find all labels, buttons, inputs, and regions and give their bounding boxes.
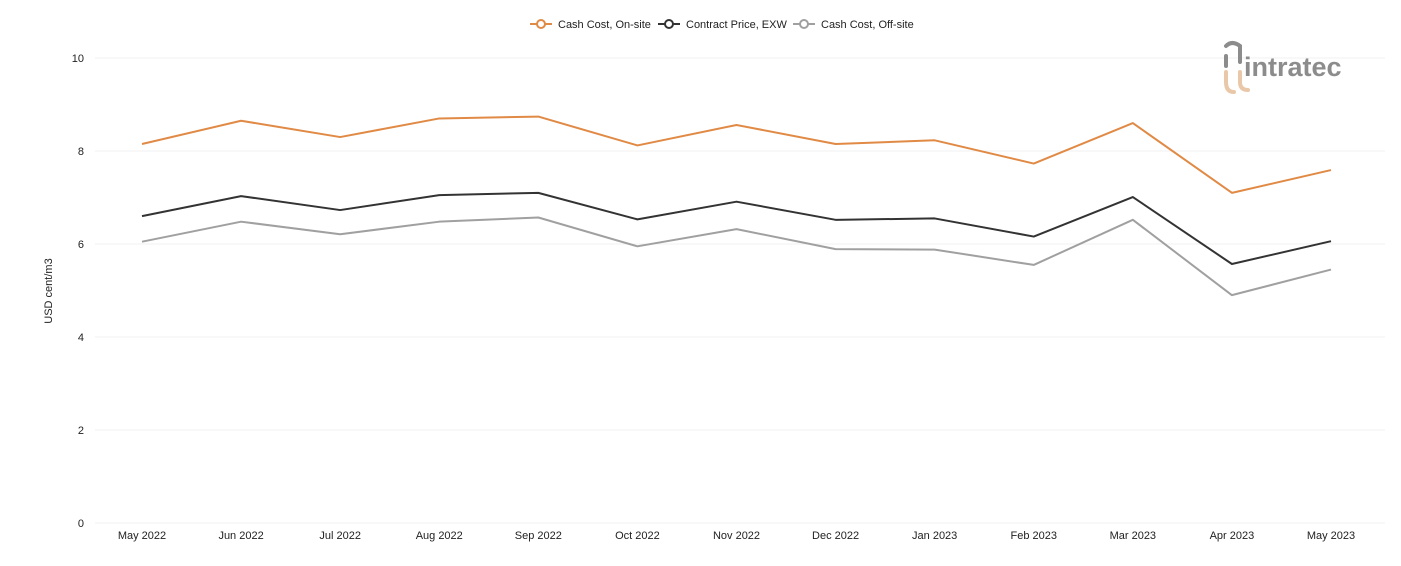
data-point[interactable] [932,215,938,221]
data-point[interactable] [436,192,442,198]
y-tick-label: 2 [78,425,84,437]
x-tick-label: Jul 2022 [319,530,361,542]
data-point[interactable] [238,219,244,225]
y-axis-label: USD cent/m3 [43,258,55,323]
data-point[interactable] [1328,167,1334,173]
x-tick-label: Nov 2022 [713,530,760,542]
data-point[interactable] [1130,120,1136,126]
data-point[interactable] [1031,161,1037,167]
data-point[interactable] [238,193,244,199]
data-point[interactable] [734,199,740,205]
x-tick-label: Aug 2022 [416,530,463,542]
axis-layer: 0 2 4 6 8 10 May 2022 Jun 2022 Jul 2022 Aug 2022 S… [72,53,1355,542]
intratec-logo: intratec [1224,41,1342,94]
grid-layer [95,57,1385,524]
series-line-2[interactable] [141,216,1332,297]
logo-mark-icon [1224,41,1250,94]
data-point[interactable] [1229,292,1235,298]
x-tick-label: Dec 2022 [812,530,859,542]
legend[interactable]: Cash Cost, On-site Contract Price, EXW Cas… [530,19,914,31]
y-tick-label: 10 [72,53,84,65]
series-line-0[interactable] [141,115,1332,194]
x-tick-label: Jun 2022 [218,530,263,542]
x-tick-label: Sep 2022 [515,530,562,542]
x-tick-label: Feb 2023 [1011,530,1057,542]
data-point[interactable] [337,207,343,213]
data-point[interactable] [535,114,541,120]
data-point[interactable] [1229,190,1235,196]
series-layer [139,114,1334,298]
series-line-1[interactable] [141,191,1332,265]
data-point[interactable] [1130,217,1136,223]
legend-label: Cash Cost, On-site [558,19,651,31]
data-point[interactable] [1031,234,1037,240]
data-point[interactable] [139,141,145,147]
y-tick-label: 0 [78,518,84,530]
data-point[interactable] [139,239,145,245]
y-tick-label: 8 [78,146,84,158]
y-tick-label: 4 [78,332,84,344]
legend-item-1[interactable]: Contract Price, EXW [658,19,787,31]
x-tick-label: Oct 2022 [615,530,660,542]
legend-marker-icon [664,19,674,29]
y-tick-label: 6 [78,239,84,251]
legend-label: Contract Price, EXW [686,19,787,31]
x-tick-label: Apr 2023 [1210,530,1255,542]
data-point[interactable] [634,243,640,249]
data-point[interactable] [833,141,839,147]
data-point[interactable] [238,118,244,124]
data-point[interactable] [833,246,839,252]
data-point[interactable] [932,247,938,253]
data-point[interactable] [337,134,343,140]
data-point[interactable] [833,217,839,223]
data-point[interactable] [139,213,145,219]
logo-text: intratec [1244,52,1342,82]
legend-item-2[interactable]: Cash Cost, Off-site [793,19,914,31]
data-point[interactable] [436,219,442,225]
data-point[interactable] [1031,262,1037,268]
data-point[interactable] [535,214,541,220]
data-point[interactable] [634,216,640,222]
legend-label: Cash Cost, Off-site [821,19,914,31]
data-point[interactable] [337,231,343,237]
data-point[interactable] [1328,267,1334,273]
data-point[interactable] [1328,238,1334,244]
data-point[interactable] [535,190,541,196]
x-tick-label: May 2022 [118,530,166,542]
data-point[interactable] [932,137,938,143]
legend-item-0[interactable]: Cash Cost, On-site [530,19,651,31]
x-tick-label: May 2023 [1307,530,1355,542]
data-point[interactable] [734,226,740,232]
data-point[interactable] [1130,194,1136,200]
legend-marker-icon [536,19,546,29]
data-point[interactable] [1229,261,1235,267]
data-point[interactable] [634,142,640,148]
data-point[interactable] [734,122,740,128]
x-tick-label: Jan 2023 [912,530,957,542]
data-point[interactable] [436,115,442,121]
legend-marker-icon [799,19,809,29]
x-tick-label: Mar 2023 [1110,530,1156,542]
